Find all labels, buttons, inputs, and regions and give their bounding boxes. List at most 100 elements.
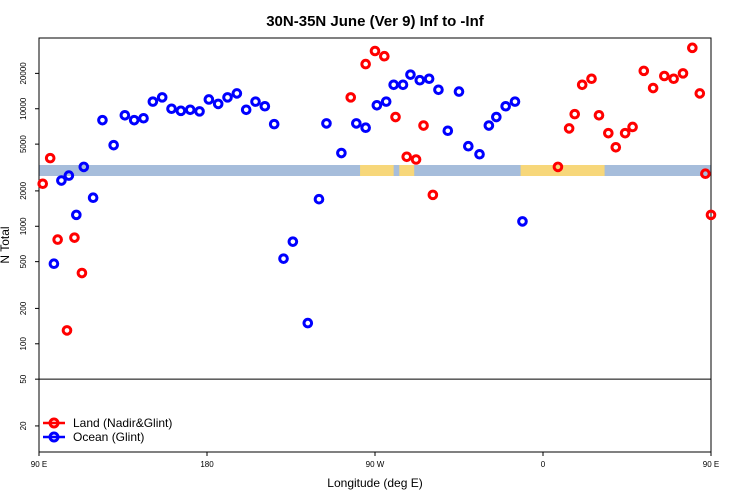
ocean-point (119, 109, 131, 121)
ocean-point (360, 122, 371, 133)
land-point (627, 121, 638, 133)
land-point (410, 154, 422, 165)
land-band (399, 165, 415, 176)
ocean-point (433, 84, 444, 96)
ocean-point (302, 317, 314, 329)
ocean-point (203, 94, 215, 105)
land-bands (360, 165, 605, 176)
land-point (345, 92, 357, 103)
y-tick-label: 20 (19, 421, 28, 430)
legend-label-ocean: Ocean (Glint) (73, 430, 144, 444)
ocean-point (321, 118, 332, 129)
land-point (610, 141, 622, 153)
x-tick-label: 0 (541, 460, 546, 469)
land-point (44, 152, 56, 164)
land-point (390, 111, 401, 123)
land-point (69, 232, 80, 243)
land-point (603, 127, 614, 139)
ocean-point (423, 73, 435, 85)
land-point (418, 120, 429, 131)
land-point (401, 151, 413, 163)
y-tick-label: 5000 (19, 135, 28, 153)
ocean-point (231, 88, 243, 99)
ocean-point (453, 86, 465, 97)
map-strip (39, 165, 711, 176)
ocean-point (175, 105, 187, 117)
x-tick-label: 180 (200, 460, 214, 469)
legend-item-ocean: Ocean (Glint) (43, 430, 144, 444)
land-point (677, 68, 689, 79)
ocean-point (97, 114, 108, 126)
ocean-point (405, 69, 416, 80)
land-point (563, 123, 575, 134)
ocean-point (56, 175, 67, 186)
y-tick-label: 200 (19, 301, 28, 315)
y-axis-label: N Total (0, 226, 12, 263)
ocean-point (287, 236, 299, 247)
legend: Land (Nadir&Glint) Ocean (Glint) (43, 416, 172, 444)
land-point (694, 88, 706, 99)
ocean-point (259, 100, 271, 112)
land-band (360, 165, 394, 176)
land-series (37, 42, 717, 336)
ocean-point (194, 106, 205, 117)
land-point (52, 234, 63, 245)
land-point (687, 42, 698, 54)
land-band (520, 165, 605, 176)
land-point (705, 209, 717, 221)
ocean-point (78, 161, 90, 173)
ocean-point (491, 111, 502, 123)
ocean-point (442, 125, 454, 137)
x-tick-label: 90 W (366, 460, 385, 469)
ocean-point (517, 216, 528, 227)
land-point (659, 70, 670, 82)
ocean-point (509, 96, 521, 107)
land-point (700, 168, 711, 180)
chart-title: 30N-35N June (Ver 9) Inf to -Inf (266, 13, 485, 30)
x-tick-label: 90 E (31, 460, 47, 469)
legend-label-land: Land (Nadir&Glint) (73, 416, 172, 430)
land-point (576, 79, 588, 91)
ocean-point (268, 118, 280, 130)
land-point (647, 82, 659, 94)
plot-frame (38, 37, 712, 453)
land-point (593, 109, 605, 121)
y-axis-ticks: 20000 10000 5000 2000 1000 500 200 100 50 20 (19, 62, 39, 430)
land-point (379, 50, 390, 62)
y-tick-label: 1000 (19, 217, 28, 235)
ocean-point (414, 74, 426, 86)
ocean-point (128, 114, 140, 126)
ocean-point (48, 258, 60, 270)
land-point (37, 178, 49, 190)
land-point (427, 189, 439, 201)
ocean-point (240, 104, 252, 116)
ocean-point (500, 100, 511, 112)
ocean-point (138, 112, 149, 124)
x-axis-label: Longitude (deg E) (327, 476, 422, 490)
ocean-point (71, 209, 82, 221)
legend-marker-ocean (48, 431, 60, 443)
land-point (638, 65, 650, 77)
ocean-point (278, 253, 289, 264)
ocean-point (63, 170, 75, 181)
ocean-point (108, 139, 119, 151)
y-tick-label: 100 (19, 337, 28, 351)
ocean-point (222, 92, 233, 103)
ocean-point (313, 193, 325, 205)
ocean-point (336, 147, 347, 159)
land-point (569, 108, 581, 120)
land-point (619, 127, 631, 139)
ocean-point (212, 98, 224, 110)
ocean-point (250, 96, 261, 107)
y-tick-label: 2000 (19, 181, 28, 199)
ocean-point (380, 96, 392, 107)
land-point (360, 58, 371, 70)
land-point (76, 267, 88, 279)
ocean-point (147, 96, 159, 107)
land-point (586, 73, 597, 85)
land-point (668, 73, 679, 85)
y-tick-label: 500 (19, 254, 28, 268)
x-axis-ticks: 90 E 180 90 W 0 90 E (31, 452, 719, 469)
land-point (369, 45, 381, 57)
